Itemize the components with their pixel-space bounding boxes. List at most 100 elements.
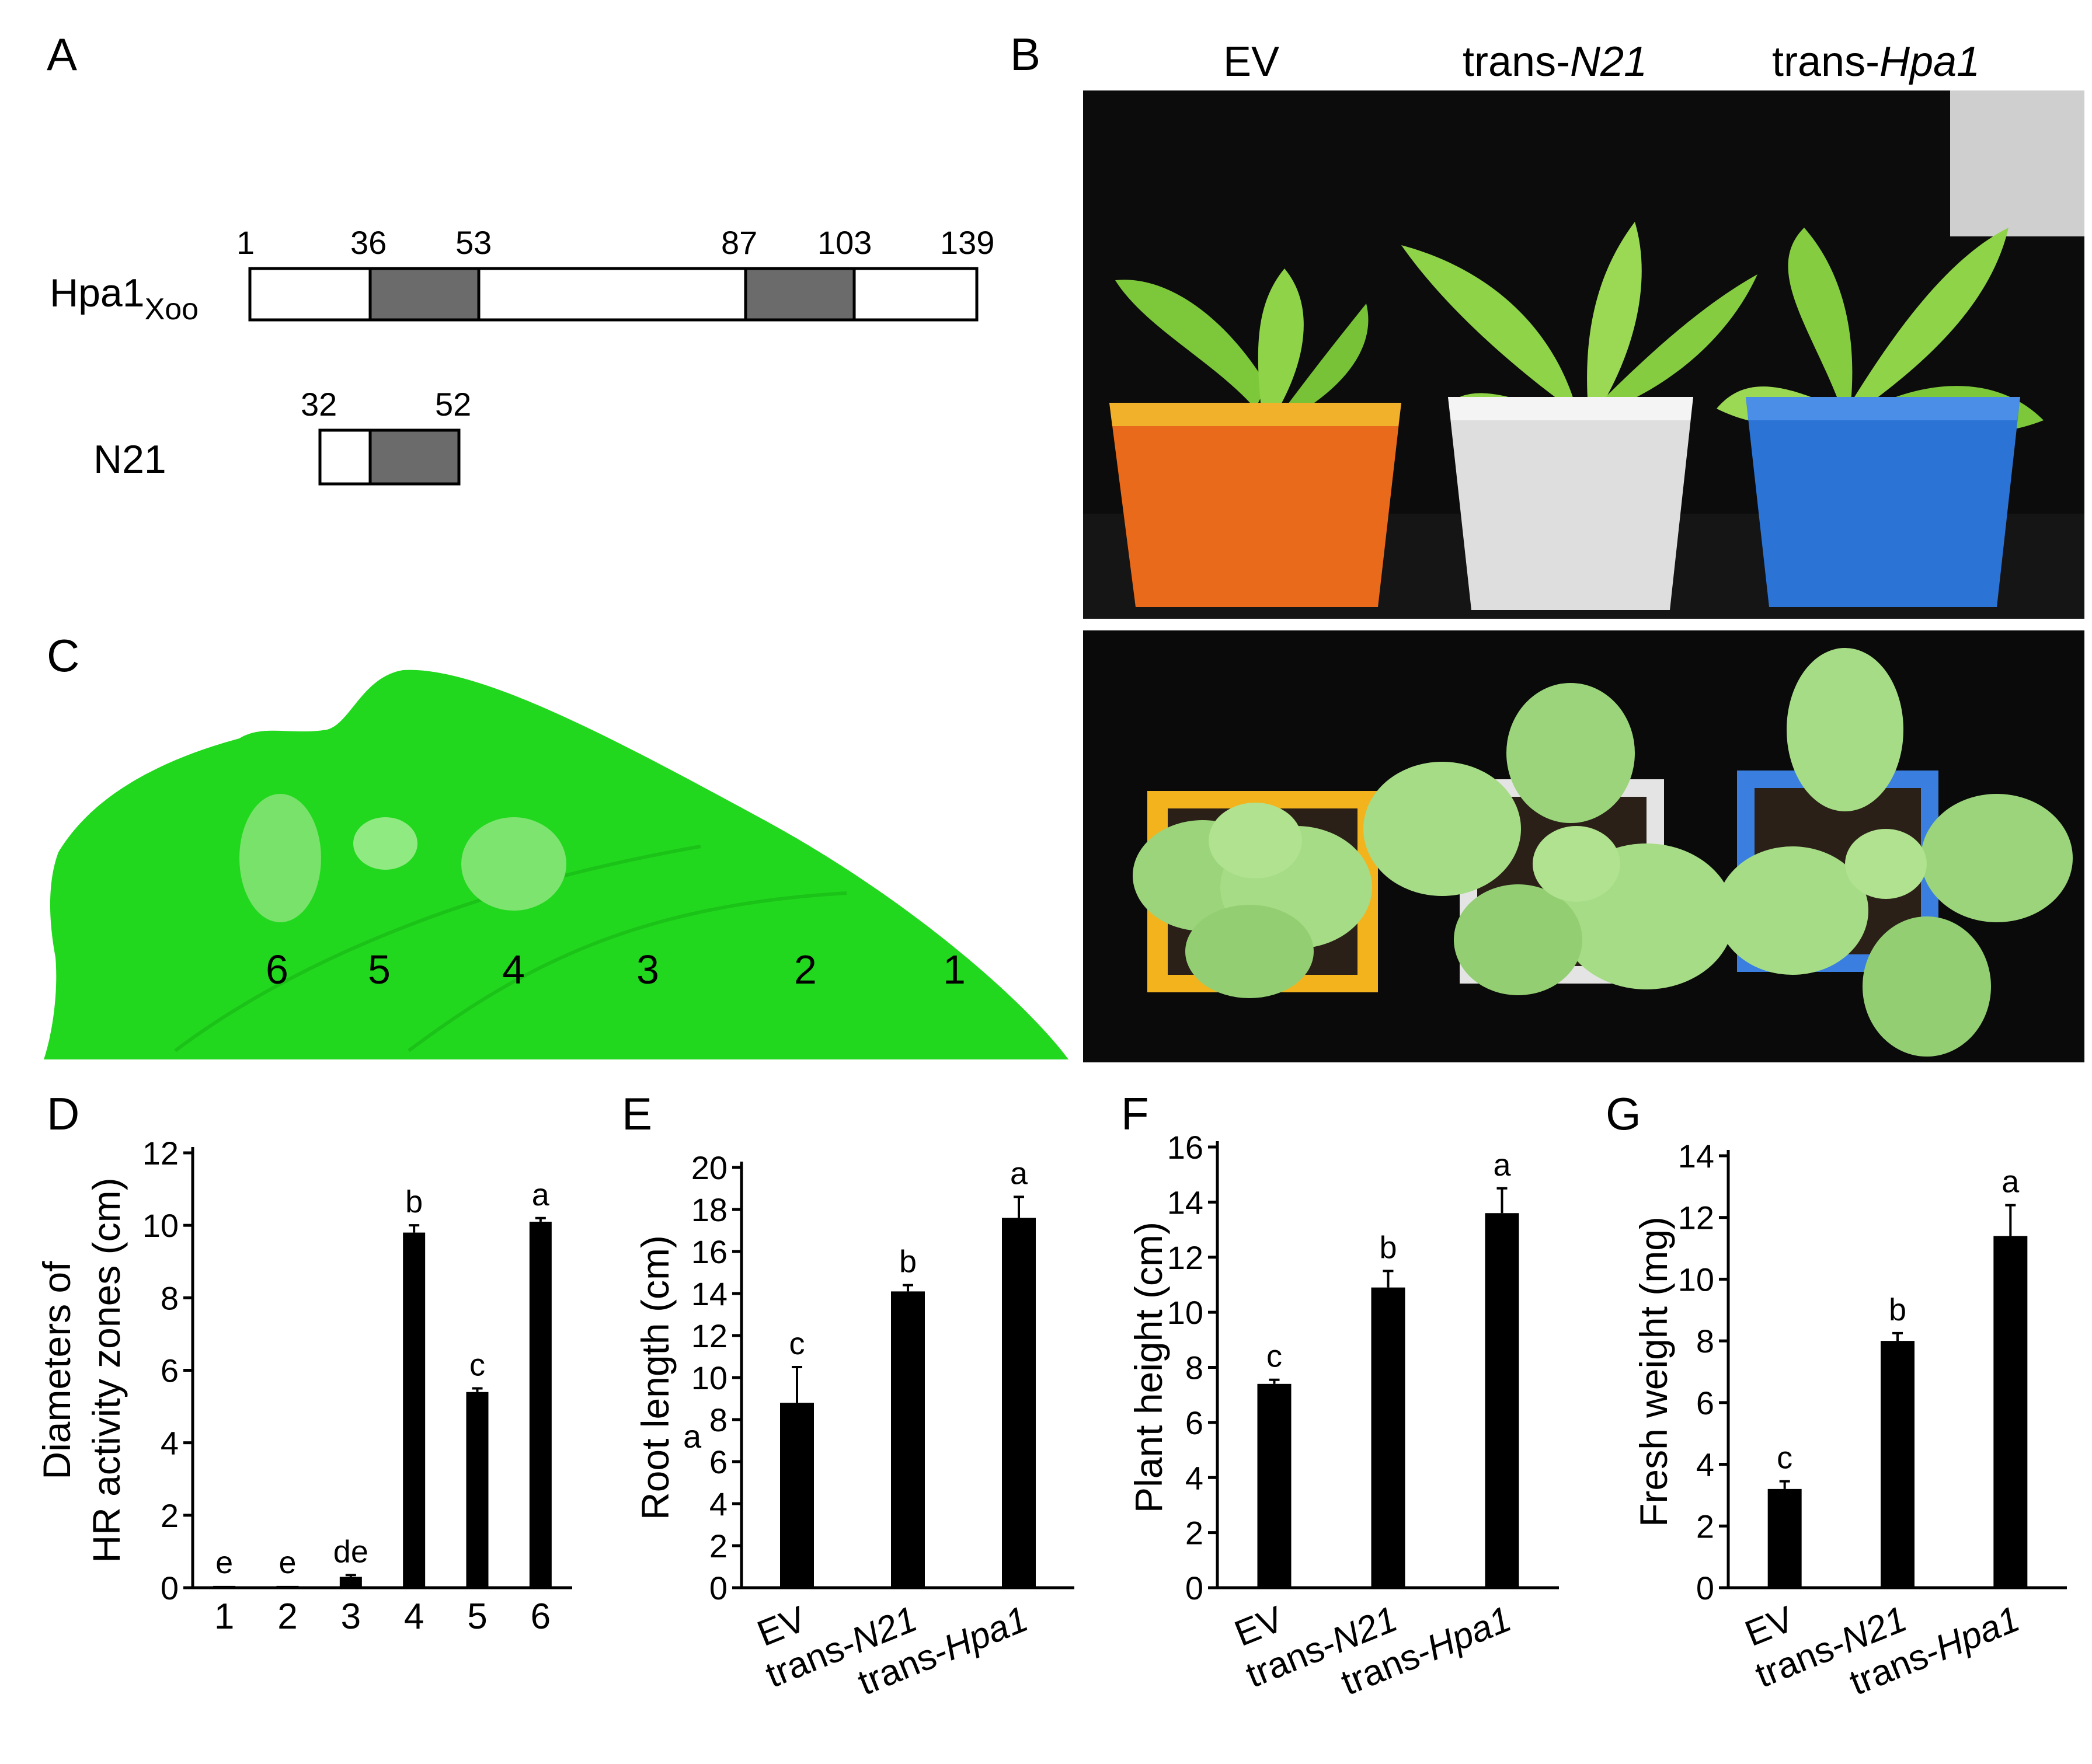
y-tick-label: 0	[161, 1570, 179, 1606]
plant-hpa1-top	[1717, 648, 2073, 1057]
significance-letter: c	[1777, 1441, 1792, 1476]
y-tick-label: 2	[1696, 1508, 1714, 1545]
y-tick-label: 4	[161, 1425, 179, 1462]
y-tick-label: 18	[691, 1191, 727, 1228]
y-axis-label-line1: Diameters of	[35, 1261, 78, 1480]
pot-n21-white	[1448, 397, 1693, 610]
significance-letter: b	[899, 1244, 917, 1280]
y-tick-label: 20	[691, 1149, 727, 1186]
y-axis-label: Fresh weight (mg)	[1632, 1216, 1675, 1527]
panel-letter-b: B	[1010, 29, 1040, 80]
y-tick-label: 10	[1678, 1261, 1714, 1298]
bar	[1485, 1213, 1519, 1588]
hpa1-position-36: 36	[350, 224, 387, 261]
y-tick-label: 8	[1185, 1350, 1203, 1386]
leaf-spot-label-3: 3	[636, 947, 659, 992]
y-tick-label: 14	[1678, 1138, 1714, 1174]
y-tick-label: 6	[161, 1352, 179, 1389]
y-axis-label-line2: HR activity zones (cm)	[85, 1177, 128, 1563]
bar	[466, 1392, 489, 1588]
y-tick-label: 4	[1696, 1446, 1714, 1483]
significance-letter: e	[279, 1545, 296, 1580]
panel-letter-c: C	[47, 630, 79, 681]
hpa1-position-103: 103	[817, 224, 872, 261]
significance-letter: a	[1010, 1156, 1028, 1191]
y-tick-label: 2	[1185, 1515, 1203, 1552]
significance-letter: a	[2002, 1165, 2020, 1200]
x-tick-label: 1	[214, 1596, 234, 1637]
bar	[276, 1585, 299, 1588]
y-axis-label: Plant height (cm)	[1127, 1222, 1170, 1513]
y-tick-label: 12	[142, 1135, 179, 1172]
significance-letter: a	[532, 1177, 550, 1212]
photo-top-view	[1083, 630, 2084, 1062]
plant-n21-top	[1363, 683, 1734, 995]
stray-axis-letter: a	[683, 1418, 702, 1455]
y-tick-label: 4	[1185, 1459, 1203, 1496]
hpa1-domain-87-103	[744, 267, 856, 322]
y-tick-label: 6	[1185, 1404, 1203, 1441]
significance-letter: b	[405, 1184, 423, 1219]
significance-letter: c	[789, 1326, 805, 1361]
hpa1-domain-36-53	[368, 267, 481, 322]
hpa1-position-87: 87	[721, 224, 757, 261]
panel-letter-g: G	[1606, 1088, 1641, 1139]
y-tick-label: 2	[161, 1497, 179, 1534]
photo-side-view	[1083, 90, 2084, 619]
bar	[529, 1221, 552, 1588]
bar	[339, 1577, 362, 1588]
y-tick-label: 8	[709, 1402, 727, 1438]
hr-zone-6	[239, 794, 321, 922]
hpa1-bar	[248, 267, 979, 322]
panel-letter-a: A	[47, 29, 77, 80]
panel-b-plant-photos: EV trans-N21 trans-Hpa1	[1083, 39, 2084, 1062]
bar	[1881, 1341, 1915, 1588]
pot-ev-orange	[1109, 403, 1401, 607]
y-tick-label: 6	[709, 1444, 727, 1480]
leaf-spot-label-1: 1	[943, 947, 966, 992]
bar	[403, 1232, 426, 1588]
y-axis-label: Root length (cm)	[633, 1235, 677, 1520]
significance-letter: b	[1379, 1230, 1397, 1265]
y-tick-label: 12	[1167, 1239, 1203, 1276]
x-tick-label: 6	[531, 1596, 551, 1637]
panel-letter-d: D	[47, 1088, 79, 1139]
y-tick-label: 0	[709, 1570, 727, 1606]
y-tick-label: 4	[709, 1486, 727, 1522]
panel-b-label-trans-hpa1: trans-Hpa1	[1772, 39, 1980, 85]
y-tick-label: 6	[1696, 1385, 1714, 1421]
leaf-spot-label-4: 4	[502, 947, 525, 992]
x-tick-label: 5	[467, 1596, 487, 1637]
y-tick-label: 14	[691, 1275, 727, 1312]
bar	[1257, 1383, 1292, 1588]
panel-b-label-ev: EV	[1223, 39, 1279, 85]
y-tick-label: 14	[1167, 1184, 1203, 1221]
bar	[1002, 1218, 1036, 1588]
hpa1-subscript: Xoo	[145, 292, 199, 326]
hpa1-label: Hpa1Xoo	[50, 271, 199, 326]
y-tick-label: 2	[709, 1528, 727, 1564]
bar	[213, 1585, 236, 1588]
hpa1-position-139: 139	[940, 224, 994, 261]
significance-letter: c	[1266, 1339, 1282, 1374]
leaf-spot-label-6: 6	[266, 947, 288, 992]
pot-hpa1-blue	[1746, 397, 2020, 607]
y-tick-label: 10	[691, 1359, 727, 1396]
y-tick-label: 10	[142, 1207, 179, 1244]
y-tick-label: 0	[1185, 1570, 1203, 1606]
panel-b-label-trans-n21: trans-N21	[1463, 39, 1647, 85]
panel-letter-f: F	[1121, 1088, 1149, 1139]
x-tick-label: 2	[277, 1596, 297, 1637]
panel-c-leaf-photo: 6 5 4 3 2 1	[44, 670, 1068, 1059]
leaf-spot-label-2: 2	[794, 947, 817, 992]
bar	[1767, 1488, 1802, 1588]
hpa1-position-53: 53	[455, 224, 492, 261]
y-tick-label: 0	[1696, 1570, 1714, 1606]
y-tick-label: 16	[1167, 1129, 1203, 1166]
panel-letter-e: E	[622, 1088, 652, 1139]
